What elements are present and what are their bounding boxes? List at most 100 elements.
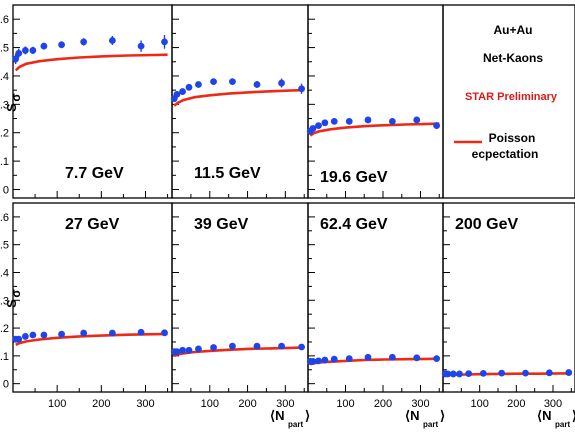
data-point: [173, 348, 181, 356]
data-point: [444, 370, 452, 378]
data-point: [315, 357, 322, 365]
poisson-expectation-line: [309, 122, 440, 137]
x-axis-title: ⟨N part⟩: [405, 408, 445, 429]
data-point: [413, 116, 421, 124]
poisson-expectation-line: [14, 53, 168, 72]
data-point: [364, 116, 372, 124]
y-tick-label: 0.2: [0, 128, 9, 140]
legend: Au+Au Net-Kaons STAR Preliminary Poisson ecp…: [454, 23, 558, 161]
panel-62-4-gev: 62.4 GeV: [306, 216, 441, 392]
data-point: [21, 333, 29, 340]
data-point: [479, 369, 487, 377]
data-point: [253, 81, 261, 88]
data-point: [330, 117, 338, 125]
data-point: [40, 42, 48, 50]
y-tick-label: 0.1: [0, 351, 9, 363]
data-point: [298, 85, 305, 93]
x-axis-title-close: ⟩: [305, 408, 310, 423]
y-tick-label: 0: [3, 379, 9, 391]
data-point: [80, 38, 88, 46]
data-point: [15, 49, 23, 57]
data-point: [179, 346, 186, 354]
x-tick-label: 300: [411, 398, 429, 410]
x-tick-label: 100: [48, 398, 66, 410]
poisson-expectation-line: [309, 357, 440, 366]
data-point: [29, 47, 37, 54]
data-point: [229, 342, 236, 350]
y-axis-title-s: S: [4, 103, 19, 112]
data-point: [388, 117, 396, 125]
x-tick-label: 100: [470, 398, 488, 410]
x-tick-label: 200: [374, 398, 392, 410]
data-point: [433, 355, 441, 363]
data-point: [309, 358, 317, 365]
data-point: [345, 355, 353, 363]
panel-200-gev: 200 GeV: [441, 216, 573, 392]
data-point: [29, 331, 37, 339]
data-point: [565, 369, 573, 376]
data-point: [449, 370, 457, 378]
data-point: [321, 119, 329, 127]
y-tick-label: 0.6: [0, 14, 9, 26]
data-point: [195, 345, 202, 353]
x-tick-label: 200: [507, 398, 525, 410]
data-point: [58, 41, 65, 49]
panel-7-7-gev: 7.7 GeV: [12, 18, 169, 198]
x-tick-label: 100: [201, 398, 219, 410]
panel-frame: [442, 202, 575, 393]
data-point: [465, 370, 473, 378]
data-point: [321, 356, 329, 364]
panel-19-6-gev: 19.6 GeV: [306, 18, 441, 198]
x-axis-title-close: ⟩: [440, 408, 445, 423]
data-point: [210, 78, 217, 86]
data-point: [185, 83, 193, 91]
energy-label: 7.7 GeV: [65, 165, 124, 182]
x-tick-label: 300: [136, 398, 154, 410]
data-point: [185, 346, 193, 354]
y-tick-label: 0.4: [0, 71, 9, 83]
panel-11-5-gev: 11.5 GeV: [170, 18, 305, 198]
legend-poisson-label-2: ecpectation: [472, 147, 539, 161]
data-point: [315, 122, 322, 130]
data-point: [210, 344, 217, 351]
data-point: [40, 331, 48, 339]
data-point: [278, 342, 285, 350]
data-point: [179, 88, 186, 95]
data-point: [108, 37, 116, 44]
x-axis-title: ⟨N part⟩: [537, 408, 575, 429]
panel-27-gev: 27 GeV: [12, 216, 169, 392]
data-point: [253, 342, 261, 350]
data-point: [522, 369, 529, 377]
y-tick-label: 0.5: [0, 240, 9, 252]
energy-label: 11.5 GeV: [194, 165, 261, 182]
energy-label: 62.4 GeV: [320, 216, 388, 233]
data-point: [433, 122, 441, 130]
x-axis-title-sub: part: [423, 420, 438, 429]
x-tick-label: 300: [276, 398, 294, 410]
y-tick-label: 0.5: [0, 43, 9, 55]
x-tick-label: 300: [544, 398, 562, 410]
legend-system: Au+Au: [494, 23, 533, 37]
x-axis-title-sub: part: [555, 420, 570, 429]
data-point: [545, 369, 553, 377]
panel-39-gev: 39 GeV: [170, 216, 305, 392]
poisson-expectation-line: [173, 88, 305, 107]
y-tick-label: 0.2: [0, 323, 9, 335]
data-point: [388, 353, 396, 361]
data-point: [195, 81, 202, 88]
x-axis-title: ⟨N part⟩: [270, 408, 310, 429]
y-axis-title-s: S: [4, 299, 19, 308]
x-axis-title-sub: part: [288, 420, 303, 429]
y-axis-title: Sσ: [4, 93, 23, 111]
y-tick-label: 0.3: [0, 99, 9, 111]
y-axis-title-sigma: σ: [9, 93, 23, 101]
x-axis-title-main: ⟨N: [270, 408, 284, 423]
y-tick-label: 0.6: [0, 212, 9, 224]
data-point: [15, 335, 23, 343]
data-point: [137, 328, 145, 336]
x-tick-label: 200: [238, 398, 256, 410]
data-point: [137, 42, 145, 50]
data-point: [309, 125, 317, 132]
energy-label: 39 GeV: [194, 216, 249, 233]
